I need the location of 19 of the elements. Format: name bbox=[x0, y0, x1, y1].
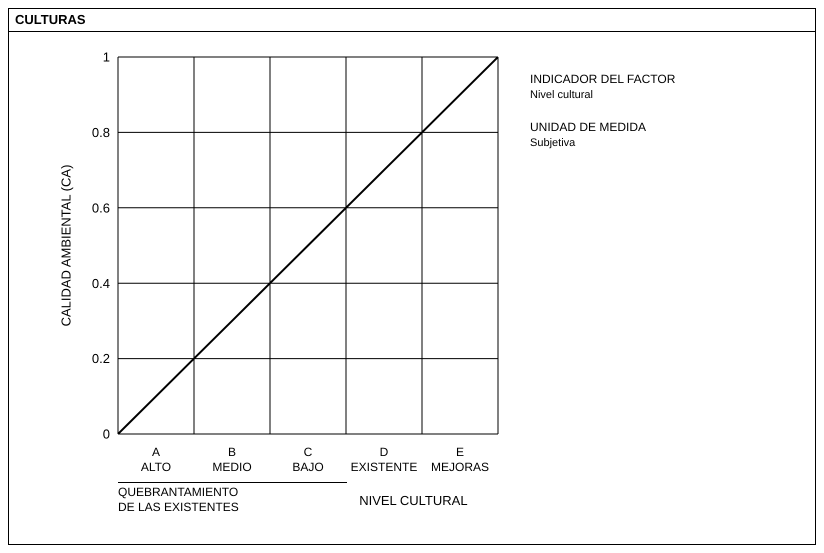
y-tick-label: 1 bbox=[102, 50, 110, 65]
text: INDICADOR DEL FACTOR bbox=[530, 71, 676, 87]
text: UNIDAD DE MEDIDA bbox=[530, 119, 648, 135]
y-tick-label: 0 bbox=[102, 426, 110, 442]
text: QUEBRANTAMIENTO DE LAS EXISTENTES bbox=[118, 485, 240, 515]
x-axis-title: NIVEL CULTURAL bbox=[359, 493, 468, 508]
text: Nivel cultural bbox=[530, 88, 594, 103]
x-tick-label: E MEJORAS bbox=[430, 445, 490, 474]
x-tick-label: A ALTO bbox=[140, 445, 172, 474]
y-tick-label: 0.6 bbox=[92, 200, 110, 216]
chart-title: CULTURAS bbox=[9, 9, 815, 32]
y-tick-label: 0.4 bbox=[92, 276, 110, 291]
y-axis-title: CALIDAD AMBIENTAL (CA) bbox=[58, 164, 74, 326]
y-tick-label: 0.2 bbox=[92, 351, 110, 366]
x-tick-label: B MEDIO bbox=[212, 445, 252, 474]
x-tick-label: C BAJO bbox=[292, 445, 324, 474]
y-tick-label: 0.8 bbox=[92, 125, 110, 140]
text: Subjetiva bbox=[530, 136, 576, 151]
x-tick-label: D EXISTENTE bbox=[350, 445, 418, 474]
